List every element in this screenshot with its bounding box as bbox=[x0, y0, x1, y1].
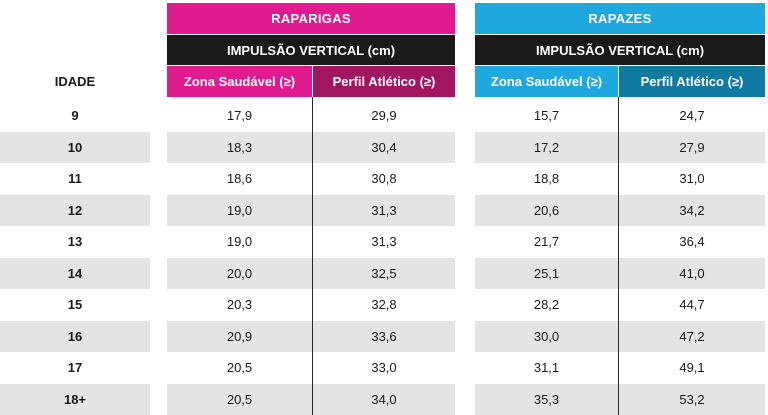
girls-healthy-cell: 20,9 bbox=[226, 328, 253, 344]
girls-healthy-cell: 19,0 bbox=[226, 202, 253, 218]
age-cell: 9 bbox=[71, 108, 79, 124]
table-row: 9 17,9 29,9 15,7 24,7 bbox=[0, 100, 768, 132]
table-row: 16 20,9 33,6 30,0 47,2 bbox=[0, 320, 768, 352]
girls-athletic-cell: 33,6 bbox=[371, 328, 397, 344]
boys-healthy-cell: 21,7 bbox=[533, 234, 560, 250]
girls-athletic-cell: 34,0 bbox=[371, 391, 397, 407]
boys-athletic-cell: 44,7 bbox=[679, 297, 705, 313]
row-band bbox=[475, 257, 765, 289]
age-cell: 16 bbox=[67, 328, 83, 344]
girls-healthy-cell: 17,9 bbox=[226, 108, 253, 124]
row-band bbox=[0, 383, 150, 415]
boys-athletic-cell: 27,9 bbox=[679, 139, 705, 155]
girls-athletic-cell: 32,5 bbox=[371, 265, 397, 281]
girls-group-header: RAPARIGAS bbox=[167, 3, 455, 34]
age-cell: 13 bbox=[67, 234, 83, 250]
boys-healthy-cell: 18,8 bbox=[533, 171, 560, 187]
row-band bbox=[167, 257, 455, 289]
age-cell: 14 bbox=[67, 265, 83, 281]
girls-athletic-profile-header: Perfil Atlético (≥) bbox=[313, 66, 455, 97]
table-row: 17 20,5 33,0 31,1 49,1 bbox=[0, 352, 768, 384]
table-row: 15 20,3 32,8 28,2 44,7 bbox=[0, 289, 768, 321]
boys-group-header: RAPAZES bbox=[475, 3, 765, 34]
girls-healthy-cell: 20,5 bbox=[226, 360, 253, 376]
table-row: 11 18,6 30,8 18,8 31,0 bbox=[0, 163, 768, 195]
girls-athletic-cell: 31,3 bbox=[371, 234, 397, 250]
row-band bbox=[0, 320, 150, 352]
boys-healthy-cell: 35,3 bbox=[533, 391, 560, 407]
girls-healthy-cell: 20,5 bbox=[226, 391, 253, 407]
boys-healthy-cell: 25,1 bbox=[533, 265, 560, 281]
girls-athletic-cell: 33,0 bbox=[371, 360, 397, 376]
girls-healthy-cell: 20,3 bbox=[226, 297, 253, 313]
boys-athletic-profile-header: Perfil Atlético (≥) bbox=[619, 66, 765, 97]
age-cell: 15 bbox=[67, 297, 83, 313]
girls-healthy-zone-header: Zona Saudável (≥) bbox=[167, 66, 312, 97]
girls-metric-header: IMPULSÃO VERTICAL (cm) bbox=[167, 35, 455, 65]
row-band bbox=[475, 131, 765, 163]
boys-athletic-cell: 41,0 bbox=[679, 265, 705, 281]
boys-athletic-cell: 47,2 bbox=[679, 328, 705, 344]
girls-healthy-cell: 20,0 bbox=[226, 265, 253, 281]
table-row: 10 18,3 30,4 17,2 27,9 bbox=[0, 131, 768, 163]
row-band bbox=[475, 383, 765, 415]
boys-healthy-zone-header: Zona Saudável (≥) bbox=[475, 66, 618, 97]
boys-athletic-cell: 49,1 bbox=[679, 360, 705, 376]
row-band bbox=[475, 320, 765, 352]
row-band bbox=[0, 194, 150, 226]
table-row: 18+ 20,5 34,0 35,3 53,2 bbox=[0, 383, 768, 415]
age-cell: 11 bbox=[68, 171, 82, 187]
boys-athletic-cell: 34,2 bbox=[679, 202, 705, 218]
row-band bbox=[167, 320, 455, 352]
boys-athletic-cell: 53,2 bbox=[679, 391, 705, 407]
boys-column-divider bbox=[618, 97, 619, 415]
boys-healthy-cell: 31,1 bbox=[533, 360, 560, 376]
row-band bbox=[167, 383, 455, 415]
boys-healthy-cell: 17,2 bbox=[533, 139, 560, 155]
boys-athletic-cell: 31,0 bbox=[679, 171, 705, 187]
girls-healthy-cell: 19,0 bbox=[226, 234, 253, 250]
boys-healthy-cell: 28,2 bbox=[533, 297, 560, 313]
girls-healthy-cell: 18,3 bbox=[226, 139, 253, 155]
girls-athletic-cell: 30,4 bbox=[371, 139, 397, 155]
girls-athletic-cell: 29,9 bbox=[371, 108, 397, 124]
age-cell: 12 bbox=[67, 202, 83, 218]
age-cell: 10 bbox=[67, 139, 83, 155]
row-band bbox=[0, 257, 150, 289]
age-cell: 17 bbox=[67, 360, 83, 376]
girls-athletic-cell: 30,8 bbox=[371, 171, 397, 187]
boys-healthy-cell: 30,0 bbox=[533, 328, 560, 344]
boys-healthy-cell: 20,6 bbox=[533, 202, 560, 218]
boys-athletic-cell: 24,7 bbox=[679, 108, 705, 124]
girls-healthy-cell: 18,6 bbox=[226, 171, 253, 187]
boys-metric-header: IMPULSÃO VERTICAL (cm) bbox=[475, 35, 765, 65]
boys-athletic-cell: 36,4 bbox=[679, 234, 705, 250]
table-row: 12 19,0 31,3 20,6 34,2 bbox=[0, 194, 768, 226]
girls-athletic-cell: 32,8 bbox=[371, 297, 397, 313]
girls-athletic-cell: 31,3 bbox=[371, 202, 397, 218]
boys-healthy-cell: 15,7 bbox=[533, 108, 560, 124]
age-column-header: IDADE bbox=[54, 74, 96, 89]
row-band bbox=[0, 131, 150, 163]
table-row: 14 20,0 32,5 25,1 41,0 bbox=[0, 257, 768, 289]
row-band bbox=[167, 131, 455, 163]
table-body: 9 17,9 29,9 15,7 24,7 10 18,3 30,4 17,2 27,9 11 18,… bbox=[0, 100, 768, 415]
row-band bbox=[167, 194, 455, 226]
age-cell: 18+ bbox=[63, 391, 87, 407]
table-row: 13 19,0 31,3 21,7 36,4 bbox=[0, 226, 768, 258]
girls-column-divider bbox=[312, 97, 313, 415]
row-band bbox=[475, 194, 765, 226]
